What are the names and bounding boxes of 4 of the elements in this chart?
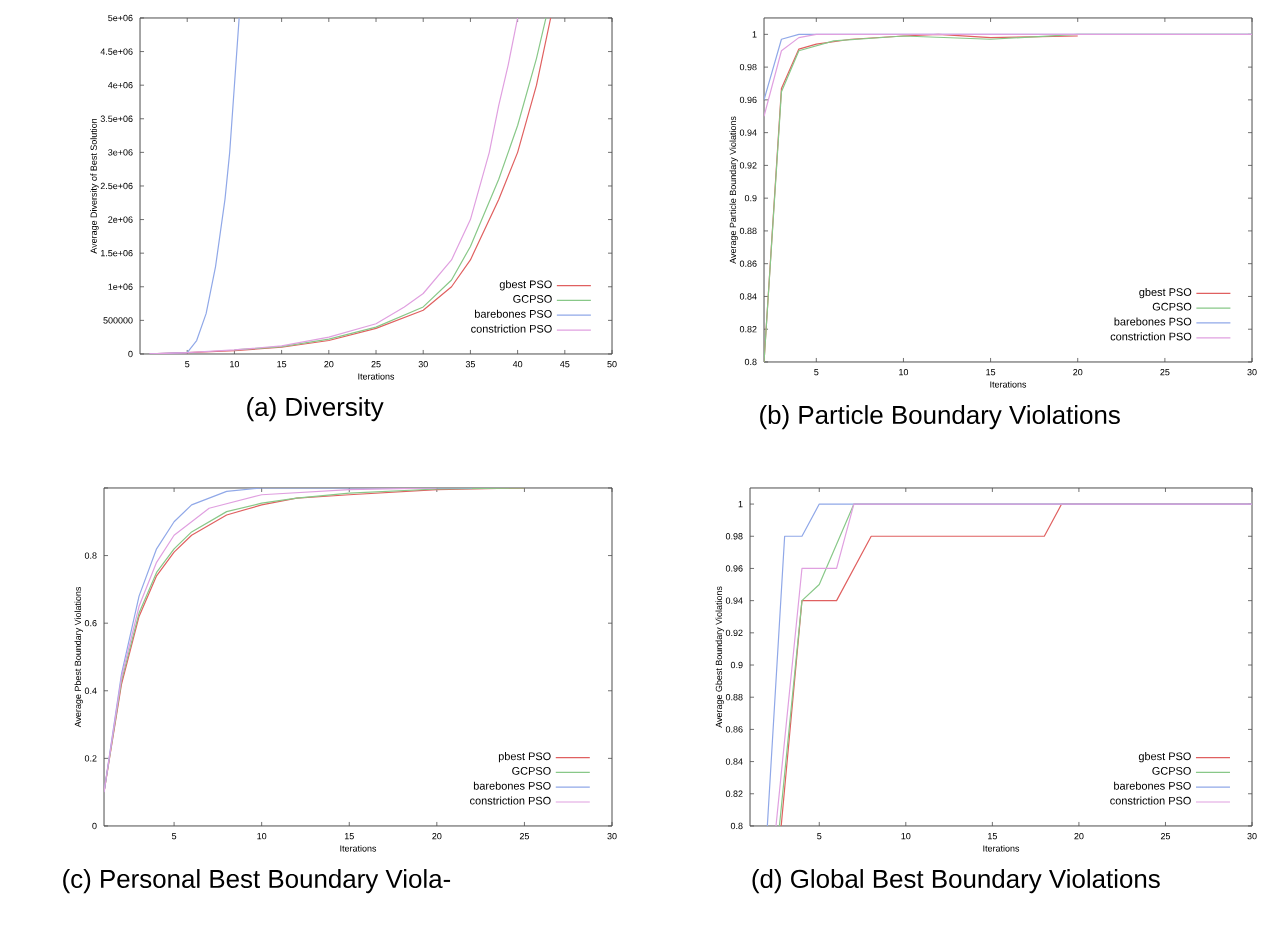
text: (c) Personal Best Boundary Viola- — [63, 869, 451, 894]
text: (d) Global Best Boundary Violations — [752, 869, 1160, 894]
text: (a) Diversity — [247, 397, 384, 422]
text: (b) Particle Boundary Violations — [760, 405, 1120, 430]
